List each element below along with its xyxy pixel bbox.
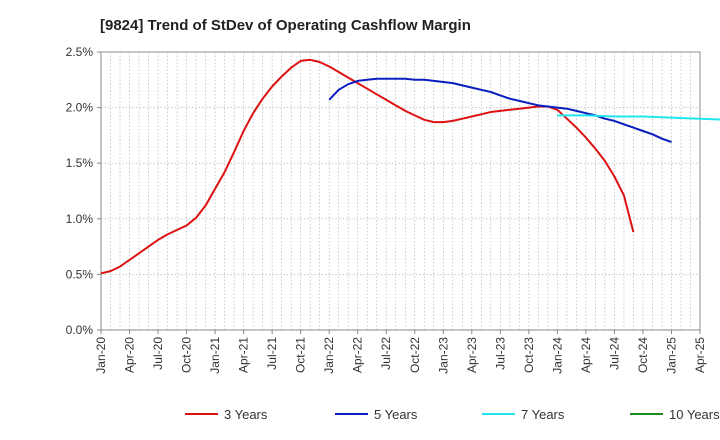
x-tick-label: Jan-23 [436,337,450,374]
plot-border [100,51,701,331]
y-tick-label: 2.5% [66,45,94,59]
chart-title: [9824] Trend of StDev of Operating Cashf… [100,17,471,34]
x-tick-label: Jan-21 [208,337,222,374]
legend-item: 7 Years [482,407,565,422]
y-tick-label: 1.5% [66,156,94,170]
x-tick-label: Jan-24 [550,337,564,374]
legend-label: 3 Years [224,407,268,422]
x-tick-label: Jul-22 [379,337,393,370]
x-tick-label: Jul-21 [265,337,279,370]
legend-item: 3 Years [185,407,268,422]
x-tick-label: Apr-22 [351,337,365,373]
y-tick-label: 1.0% [66,212,94,226]
y-tick-label: 2.0% [66,101,94,115]
y-axis-ticks: 0.0% 0.5% 1.0% 1.5% 2.0% 2.5% [66,45,101,337]
x-tick-label: Oct-23 [522,337,536,373]
y-tick-label: 0.0% [66,323,94,337]
legend: 3 Years 5 Years 7 Years 10 Years [185,407,720,422]
x-tick-label: Apr-24 [579,337,593,373]
series-line-3 [557,114,720,121]
x-tick-label: Oct-22 [408,337,422,373]
x-tick-label: Apr-25 [693,337,707,373]
x-tick-label: Apr-20 [123,337,137,373]
x-tick-label: Jul-23 [493,337,507,370]
x-tick-label: Jan-22 [322,337,336,374]
x-tick-label: Jan-20 [94,337,108,374]
legend-label: 10 Years [669,407,720,422]
series-lines [100,58,720,275]
x-tick-label: Jul-24 [607,337,621,370]
x-tick-label: Jan-25 [664,337,678,374]
x-tick-label: Oct-21 [294,337,308,373]
x-tick-label: Oct-24 [636,337,650,373]
x-axis-ticks: Jan-20 Apr-20 Jul-20 Oct-20 Jan-21 Apr-21 Jul-… [94,330,707,374]
grid-lines [101,51,700,330]
legend-label: 7 Years [521,407,565,422]
x-tick-label: Apr-21 [237,337,251,373]
x-tick-label: Oct-20 [180,337,194,373]
legend-item: 5 Years [335,407,418,422]
legend-label: 5 Years [374,407,418,422]
x-tick-label: Jul-20 [151,337,165,370]
legend-item: 10 Years [630,407,720,422]
series-line-2 [328,77,672,144]
y-tick-label: 0.5% [66,267,94,281]
x-tick-label: Apr-23 [465,337,479,373]
plot-area [100,51,701,331]
